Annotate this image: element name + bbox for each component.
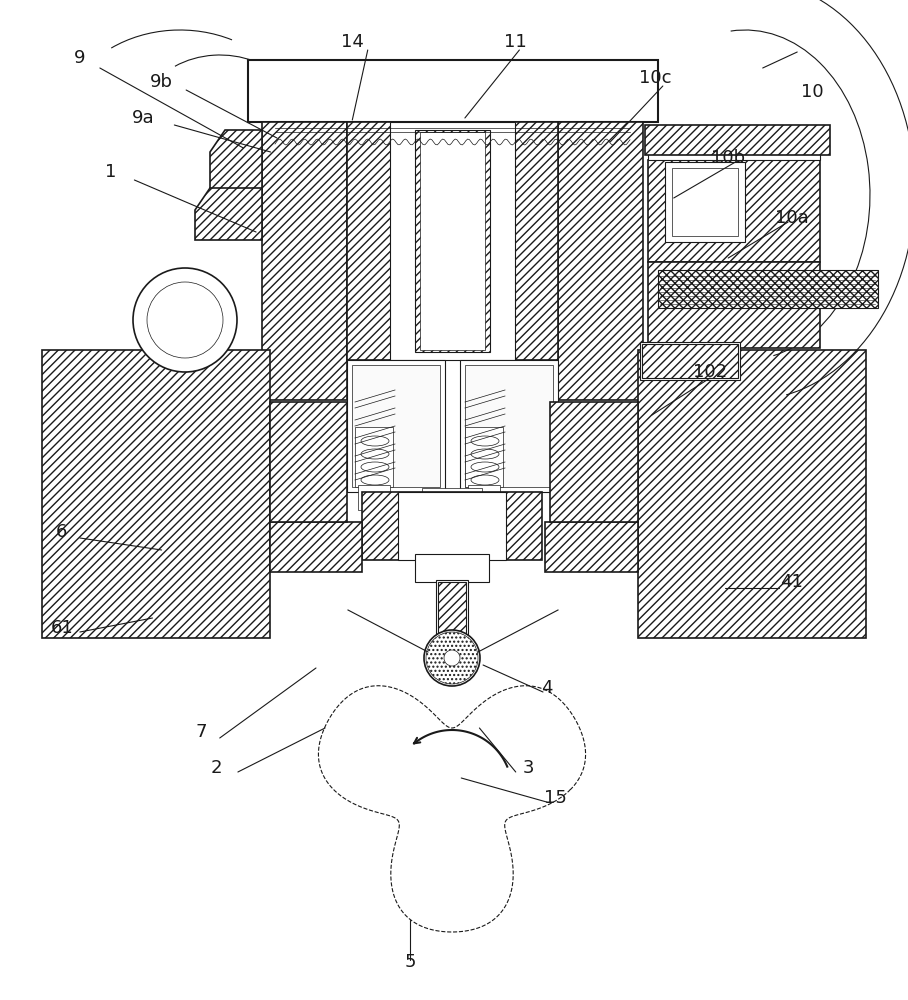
Bar: [390, 122, 515, 360]
Text: 6: 6: [56, 523, 67, 541]
Bar: [262, 122, 347, 400]
Bar: [465, 365, 553, 487]
Polygon shape: [195, 188, 262, 240]
Ellipse shape: [361, 449, 389, 459]
Bar: [415, 130, 490, 352]
Bar: [275, 124, 630, 138]
Bar: [355, 427, 393, 487]
Text: 2: 2: [211, 759, 222, 777]
Bar: [648, 125, 820, 160]
Bar: [270, 122, 635, 142]
Circle shape: [444, 650, 460, 666]
Bar: [420, 132, 485, 350]
Bar: [352, 365, 440, 487]
Bar: [648, 262, 820, 348]
Bar: [665, 162, 745, 242]
Circle shape: [147, 282, 223, 358]
Text: 10a: 10a: [775, 209, 809, 227]
Ellipse shape: [361, 475, 389, 485]
Text: 102: 102: [693, 363, 727, 381]
Bar: [640, 342, 740, 380]
Bar: [436, 580, 468, 652]
Text: 41: 41: [780, 573, 804, 591]
Ellipse shape: [471, 462, 499, 472]
Text: 11: 11: [504, 33, 528, 51]
Circle shape: [426, 632, 478, 684]
Text: 14: 14: [340, 33, 364, 51]
Bar: [422, 488, 482, 510]
Text: 9a: 9a: [133, 109, 154, 127]
Bar: [465, 427, 503, 487]
Text: 9: 9: [74, 49, 85, 67]
Bar: [270, 402, 347, 522]
Ellipse shape: [471, 436, 499, 446]
Ellipse shape: [471, 449, 499, 459]
Text: 5: 5: [405, 953, 416, 971]
Bar: [645, 125, 830, 155]
Bar: [658, 270, 878, 308]
Bar: [347, 122, 558, 360]
Text: 4: 4: [541, 679, 552, 697]
Bar: [362, 492, 542, 560]
Polygon shape: [210, 130, 262, 190]
Bar: [248, 60, 658, 122]
Text: 61: 61: [50, 619, 74, 637]
Ellipse shape: [471, 475, 499, 485]
Bar: [558, 122, 643, 400]
Text: 1: 1: [105, 163, 116, 181]
Text: 9b: 9b: [150, 73, 173, 91]
Bar: [638, 350, 866, 638]
Bar: [347, 360, 445, 492]
Bar: [460, 360, 558, 492]
Text: 10: 10: [802, 83, 824, 101]
Bar: [642, 344, 738, 378]
Bar: [672, 168, 738, 236]
Bar: [358, 485, 390, 510]
Ellipse shape: [361, 436, 389, 446]
Circle shape: [133, 268, 237, 372]
Text: 3: 3: [523, 759, 534, 777]
Bar: [270, 522, 362, 572]
Bar: [468, 485, 500, 510]
Text: 10c: 10c: [639, 69, 672, 87]
Text: 15: 15: [544, 789, 568, 807]
Ellipse shape: [361, 462, 389, 472]
Polygon shape: [319, 686, 586, 932]
Bar: [550, 402, 638, 522]
Text: 10b: 10b: [711, 149, 745, 167]
Bar: [42, 350, 270, 638]
Text: 7: 7: [196, 723, 207, 741]
Bar: [438, 582, 466, 650]
Bar: [248, 60, 658, 122]
Bar: [415, 554, 489, 582]
Bar: [545, 522, 638, 572]
Bar: [648, 160, 820, 262]
Circle shape: [424, 630, 480, 686]
Bar: [398, 492, 506, 560]
